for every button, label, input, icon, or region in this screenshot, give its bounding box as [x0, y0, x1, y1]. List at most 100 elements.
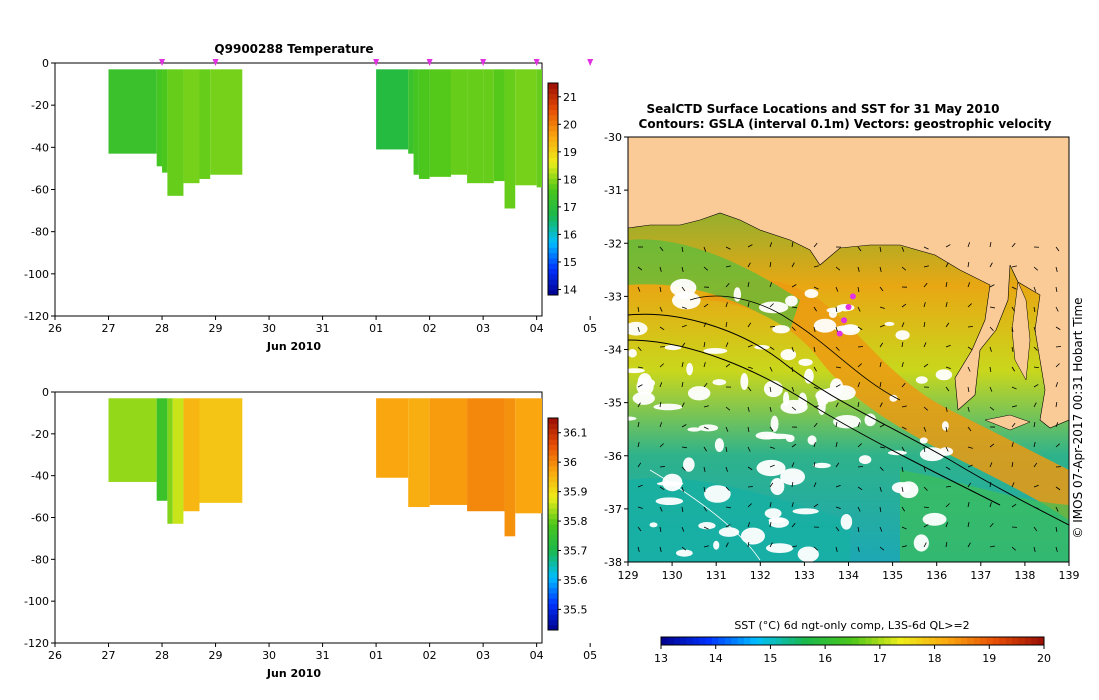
salinity-panel: 0 -20 -40 -60 -80 -100 -120 26 27 28 29 30 31 01 02 03…: [24, 386, 597, 680]
velocity-vector: [769, 406, 772, 412]
velocity-vector: [791, 242, 794, 248]
colorbar-segment: [548, 486, 558, 493]
map-title: SealCTD Surface Locations and SST for 31…: [646, 102, 999, 116]
sst-colorbar-segment: [833, 637, 841, 645]
sst-colorbar-segment: [750, 637, 758, 645]
sst-colorbar-segment: [763, 637, 771, 645]
sst-colorbar-segment: [980, 637, 988, 645]
velocity-vector: [1011, 482, 1015, 488]
colorbar-segment: [548, 136, 558, 142]
velocity-vector: [857, 326, 863, 331]
velocity-vector: [791, 502, 794, 508]
colorbar-segment: [548, 465, 558, 472]
velocity-vector: [857, 363, 862, 368]
velocity-vector: [989, 545, 995, 548]
colorbar-segment: [548, 433, 558, 440]
colorbar-segment: [548, 284, 558, 291]
colorbar-segment: [548, 518, 558, 525]
velocity-vector: [857, 306, 861, 312]
colorbar-segment: [548, 247, 558, 254]
velocity-vector: [791, 545, 797, 548]
profile-cell-3: [167, 69, 184, 196]
velocity-vector: [901, 303, 907, 308]
profile-cell-12: [451, 69, 468, 175]
velocity-vector: [637, 266, 643, 271]
colorbar-segment: [548, 497, 558, 504]
velocity-vector: [769, 522, 772, 528]
velocity-vector: [703, 303, 709, 308]
velocity-vector: [879, 382, 882, 388]
velocity-vector: [945, 262, 949, 268]
velocity-vector: [791, 262, 795, 268]
colorbar-segment: [548, 120, 558, 126]
sst-colorbar-segment: [954, 637, 962, 645]
velocity-vector: [967, 522, 970, 528]
sst-colorbar-segment: [1037, 637, 1045, 645]
sst-colorbar-segment: [890, 637, 898, 645]
lat-tick-label: -35: [604, 397, 622, 410]
sst-colorbar-segment: [878, 637, 885, 645]
colorbar-segment: [548, 226, 558, 232]
cloud-patch: [758, 301, 789, 314]
seal-track: [836, 293, 856, 337]
velocity-vector: [901, 446, 905, 452]
velocity-vector: [725, 302, 728, 308]
colorbar-segment: [548, 460, 558, 467]
sst-colorbar-segment: [775, 637, 783, 645]
velocity-vector: [901, 342, 904, 348]
velocity-vector: [813, 346, 816, 352]
velocity-vector: [989, 346, 992, 352]
velocity-vector: [879, 506, 882, 512]
colorbar-segment: [548, 492, 558, 498]
velocity-vector: [945, 244, 951, 248]
cloud-patch: [798, 358, 813, 366]
velocity-vector: [725, 524, 731, 528]
colorbar-segment: [548, 539, 558, 546]
cloud-patch: [785, 295, 798, 307]
velocity-vector: [923, 322, 926, 328]
velocity-vector: [835, 442, 838, 448]
velocity-vector: [945, 344, 951, 348]
velocity-vector: [923, 282, 928, 288]
colorbar-segment: [548, 444, 558, 451]
velocity-vector: [659, 402, 662, 408]
sst-colorbar-segment: [986, 637, 994, 645]
velocity-vector: [923, 265, 929, 268]
colorbar-segment: [548, 423, 558, 430]
profile-cell-9: [467, 398, 505, 512]
profile-marker: [587, 59, 594, 66]
cloud-patch: [941, 421, 949, 431]
velocity-vector: [637, 526, 642, 532]
velocity-vector: [989, 462, 993, 468]
sst-colorbar: 13 14 15 16 17 18 19 20: [654, 636, 1051, 665]
colorbar-segment: [548, 151, 558, 158]
velocity-vector: [879, 362, 882, 368]
colorbar-segment: [548, 231, 558, 238]
profile-cell-17: [515, 69, 537, 186]
colorbar-tick-label: 35.8: [563, 515, 588, 528]
velocity-vector: [725, 246, 731, 250]
velocity-vector: [879, 486, 882, 492]
sst-colorbar-segment: [680, 637, 688, 645]
lon-tick-label: 135: [882, 569, 903, 582]
colorbar-segment: [548, 279, 558, 285]
cloud-patch: [704, 485, 731, 503]
cloud-patch: [687, 427, 701, 432]
sst-colorbar-segment: [903, 637, 911, 645]
salinity-cells: [108, 398, 542, 537]
velocity-vector: [901, 362, 904, 368]
velocity-vector: [967, 482, 972, 488]
cloud-patch: [655, 497, 684, 506]
cloud-patch: [864, 413, 877, 427]
lon-tick-label: 139: [1059, 569, 1080, 582]
velocity-vector: [989, 443, 995, 448]
copyright-label: © IMOS 07-Apr-2017 00:31 Hobart Time: [1071, 297, 1085, 538]
profile-cell-2: [167, 398, 173, 524]
velocity-vector: [857, 526, 860, 532]
sst-colorbar-segment: [686, 637, 694, 645]
cloud-patch: [919, 447, 945, 462]
x-tick-label: 27: [102, 322, 116, 335]
sst-colorbar-label: SST (°C) 6d ngt-only comp, L3S-6d QL>=2: [734, 619, 969, 632]
x-tick-label: 04: [530, 322, 544, 335]
cloud-patch: [628, 368, 645, 374]
